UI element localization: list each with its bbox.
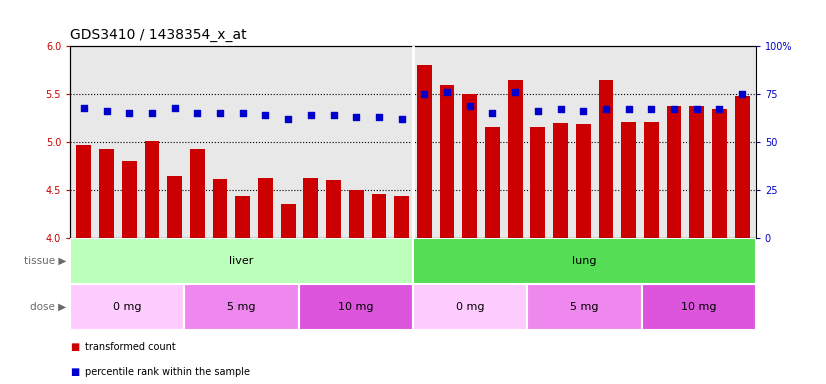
- Text: 5 mg: 5 mg: [570, 302, 599, 312]
- Point: [122, 110, 135, 116]
- Text: percentile rank within the sample: percentile rank within the sample: [85, 367, 250, 377]
- Bar: [413, 238, 756, 284]
- Point: [577, 108, 590, 114]
- Bar: [463, 94, 477, 238]
- Text: ■: ■: [70, 367, 79, 377]
- Bar: [439, 86, 454, 238]
- Bar: [212, 179, 227, 238]
- Bar: [417, 65, 432, 238]
- Bar: [485, 127, 500, 238]
- Text: liver: liver: [230, 256, 254, 266]
- Bar: [349, 190, 363, 238]
- Text: transformed count: transformed count: [85, 342, 176, 352]
- Point: [168, 104, 181, 111]
- Bar: [258, 177, 273, 238]
- Text: GDS3410 / 1438354_x_at: GDS3410 / 1438354_x_at: [70, 28, 247, 42]
- Point: [600, 106, 613, 113]
- Point: [236, 110, 249, 116]
- Bar: [530, 127, 545, 238]
- Bar: [99, 149, 114, 238]
- Point: [282, 116, 295, 122]
- Bar: [576, 124, 591, 238]
- Text: tissue ▶: tissue ▶: [24, 256, 66, 266]
- Point: [349, 114, 363, 120]
- Point: [554, 106, 567, 113]
- Bar: [235, 196, 250, 238]
- Text: 5 mg: 5 mg: [227, 302, 256, 312]
- Text: 0 mg: 0 mg: [113, 302, 141, 312]
- Bar: [735, 96, 749, 238]
- Bar: [122, 161, 136, 238]
- Point: [418, 91, 431, 97]
- Point: [145, 110, 159, 116]
- Text: 10 mg: 10 mg: [681, 302, 716, 312]
- Text: dose ▶: dose ▶: [30, 302, 66, 312]
- Text: lung: lung: [572, 256, 596, 266]
- Point: [713, 106, 726, 113]
- Point: [531, 108, 544, 114]
- Bar: [413, 284, 527, 330]
- Point: [667, 106, 681, 113]
- Point: [395, 116, 408, 122]
- Point: [100, 108, 113, 114]
- Bar: [712, 109, 727, 238]
- Text: ■: ■: [70, 342, 79, 352]
- Bar: [184, 284, 299, 330]
- Bar: [145, 141, 159, 238]
- Bar: [553, 123, 568, 238]
- Bar: [303, 177, 318, 238]
- Bar: [644, 122, 659, 238]
- Bar: [527, 284, 642, 330]
- Point: [191, 110, 204, 116]
- Bar: [394, 196, 409, 238]
- Bar: [77, 145, 91, 238]
- Text: 0 mg: 0 mg: [456, 302, 484, 312]
- Point: [373, 114, 386, 120]
- Bar: [690, 106, 704, 238]
- Point: [304, 112, 317, 118]
- Point: [463, 103, 477, 109]
- Point: [645, 106, 658, 113]
- Text: 10 mg: 10 mg: [338, 302, 373, 312]
- Bar: [372, 194, 387, 238]
- Point: [736, 91, 749, 97]
- Point: [213, 110, 226, 116]
- Bar: [326, 180, 341, 238]
- Point: [509, 89, 522, 95]
- Point: [327, 112, 340, 118]
- Bar: [70, 238, 413, 284]
- Bar: [667, 106, 681, 238]
- Bar: [167, 175, 182, 238]
- Point: [440, 89, 453, 95]
- Point: [486, 110, 499, 116]
- Bar: [299, 284, 413, 330]
- Bar: [642, 284, 756, 330]
- Point: [77, 104, 90, 111]
- Point: [691, 106, 704, 113]
- Bar: [281, 204, 296, 238]
- Bar: [70, 284, 184, 330]
- Point: [622, 106, 635, 113]
- Point: [259, 112, 272, 118]
- Bar: [621, 122, 636, 238]
- Bar: [190, 149, 205, 238]
- Bar: [508, 79, 523, 238]
- Bar: [599, 79, 614, 238]
